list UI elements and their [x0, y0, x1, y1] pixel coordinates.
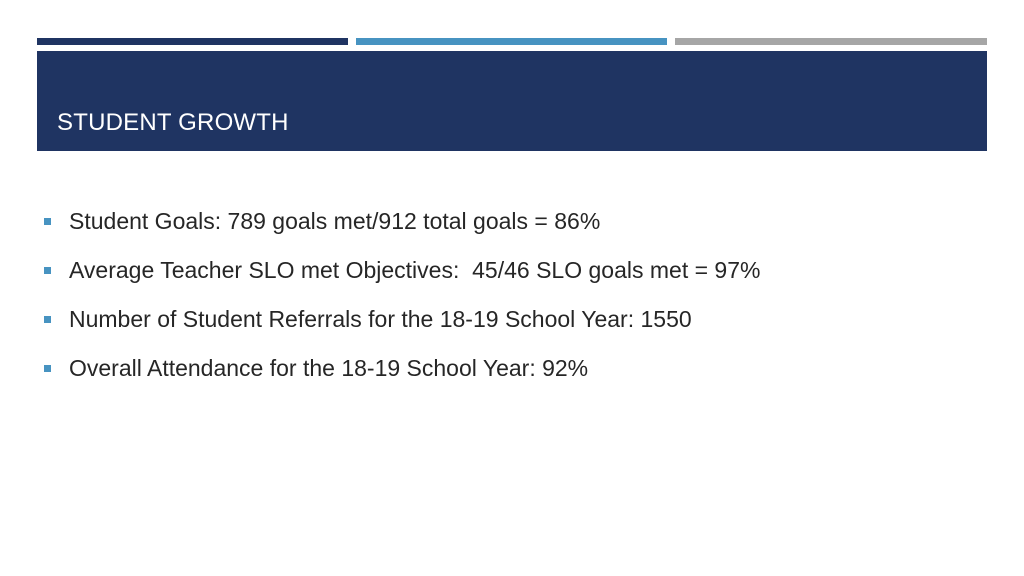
square-bullet-icon [44, 316, 51, 323]
accent-stripe-gray [675, 38, 987, 45]
bullet-item: Number of Student Referrals for the 18-1… [44, 295, 760, 344]
bullet-item: Average Teacher SLO met Objectives: 45/4… [44, 246, 760, 295]
bullet-text: Overall Attendance for the 18-19 School … [69, 355, 589, 381]
bullet-list: Student Goals: 789 goals met/912 total g… [44, 197, 760, 393]
title-bar: STUDENT GROWTH [37, 51, 987, 151]
square-bullet-icon [44, 365, 51, 372]
accent-stripe-navy [37, 38, 348, 45]
bullet-text: Number of Student Referrals for the 18-1… [69, 306, 692, 332]
square-bullet-icon [44, 267, 51, 274]
bullet-text: Student Goals: 789 goals met/912 total g… [69, 208, 601, 234]
bullet-item: Overall Attendance for the 18-19 School … [44, 344, 760, 393]
square-bullet-icon [44, 218, 51, 225]
bullet-text: Average Teacher SLO met Objectives: 45/4… [69, 257, 761, 283]
slide-title: STUDENT GROWTH [57, 109, 289, 136]
bullet-item: Student Goals: 789 goals met/912 total g… [44, 197, 760, 246]
accent-stripe-blue [356, 38, 667, 45]
